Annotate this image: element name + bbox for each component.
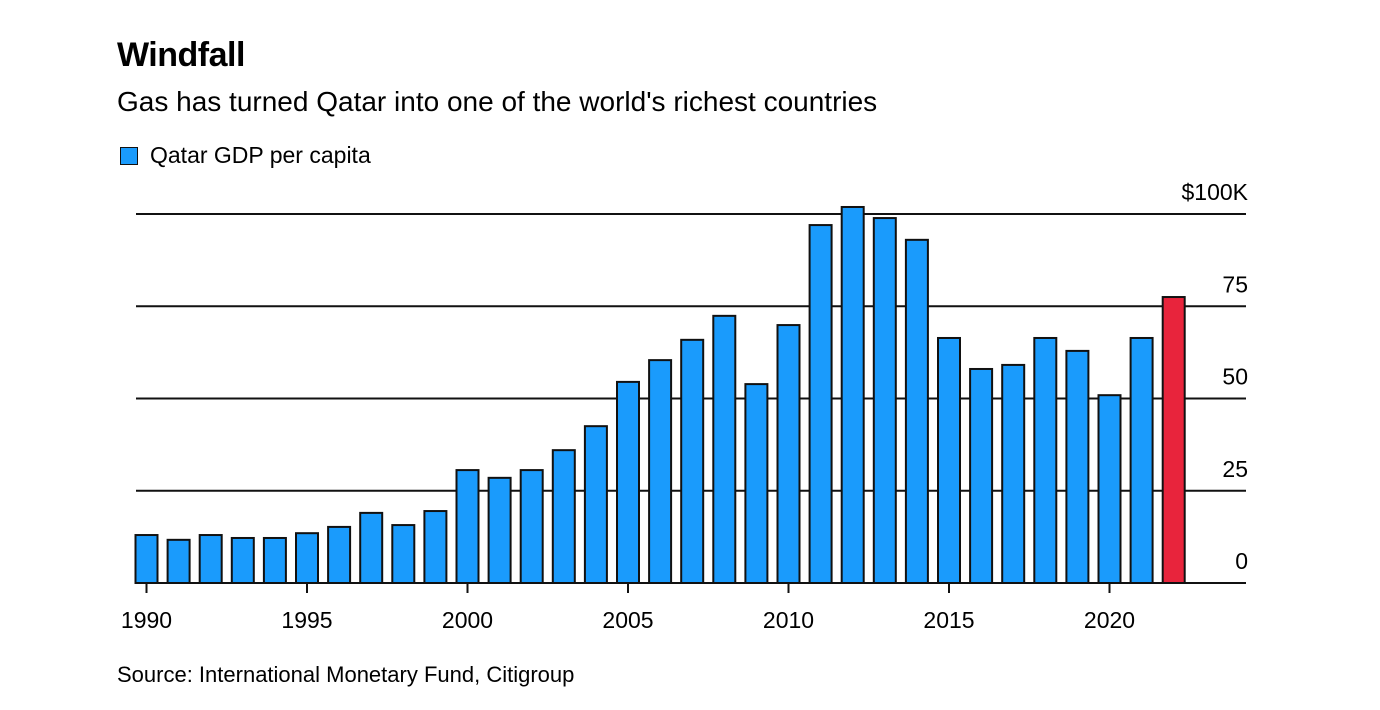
y-axis: 0 25 50 75 $100K bbox=[1181, 179, 1248, 574]
bar-2000 bbox=[455, 469, 480, 584]
x-tick-label: 2005 bbox=[602, 607, 653, 633]
x-tick-label: 2010 bbox=[763, 607, 814, 633]
x-tick-label: 1995 bbox=[281, 607, 332, 633]
bar-2002 bbox=[519, 469, 544, 584]
y-tick-label: $100K bbox=[1181, 179, 1248, 205]
bar-2014 bbox=[904, 238, 929, 585]
bar-2009 bbox=[744, 383, 769, 585]
y-tick-label: 0 bbox=[1235, 548, 1248, 574]
bar-1995 bbox=[295, 532, 319, 584]
bar-2010 bbox=[776, 324, 801, 584]
bar-1997 bbox=[359, 511, 384, 585]
bar-1996 bbox=[327, 525, 352, 584]
x-tick-label: 2000 bbox=[442, 607, 493, 633]
bar-1991 bbox=[166, 538, 191, 585]
bar-2006 bbox=[648, 359, 673, 584]
bar-1999 bbox=[423, 510, 448, 585]
chart-subtitle: Gas has turned Qatar into one of the wor… bbox=[117, 86, 878, 117]
x-axis: 1990 1995 2000 2005 2010 2015 2020 bbox=[121, 583, 1135, 633]
x-tick-label: 2020 bbox=[1084, 607, 1135, 633]
bar-2018 bbox=[1033, 336, 1058, 585]
bar-1998 bbox=[391, 524, 416, 585]
x-tick-label: 2015 bbox=[923, 607, 974, 633]
bar-2013 bbox=[872, 217, 897, 585]
chart-title: Windfall bbox=[117, 36, 245, 74]
legend-swatch bbox=[120, 146, 138, 165]
bar-2016 bbox=[969, 367, 994, 585]
bar-2008 bbox=[712, 314, 737, 584]
bar-2017 bbox=[1001, 363, 1026, 584]
bar-2019 bbox=[1065, 349, 1090, 584]
bar-2011 bbox=[808, 224, 833, 584]
bar-1994 bbox=[262, 536, 287, 584]
bar-1990 bbox=[134, 534, 159, 585]
bar-2021 bbox=[1129, 336, 1154, 585]
bar-2015 bbox=[937, 336, 961, 585]
bars bbox=[134, 205, 1186, 585]
bar-2001 bbox=[487, 476, 512, 584]
bar-1993 bbox=[230, 536, 255, 584]
bar-2005 bbox=[616, 380, 640, 584]
bar-2022 bbox=[1161, 296, 1186, 584]
bar-2012 bbox=[840, 205, 865, 584]
y-tick-label: 75 bbox=[1222, 271, 1248, 297]
y-tick-label: 25 bbox=[1222, 456, 1248, 482]
bar-2004 bbox=[583, 425, 608, 584]
bar-2007 bbox=[680, 338, 705, 585]
bar-2003 bbox=[551, 449, 576, 584]
y-tick-label: 50 bbox=[1222, 364, 1248, 390]
legend: Qatar GDP per capita bbox=[120, 142, 371, 169]
bar-2020 bbox=[1097, 394, 1122, 584]
x-tick-label: 1990 bbox=[121, 607, 172, 633]
legend-label: Qatar GDP per capita bbox=[150, 142, 371, 168]
bar-1992 bbox=[198, 534, 223, 585]
source-note: Source: International Monetary Fund, Cit… bbox=[117, 662, 575, 687]
